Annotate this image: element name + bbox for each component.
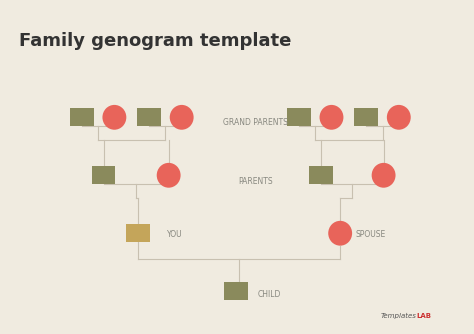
Text: GRAND PARENTS: GRAND PARENTS [223,118,288,127]
Text: Templates: Templates [380,313,416,319]
Text: PARENTS: PARENTS [238,177,273,186]
FancyBboxPatch shape [137,108,161,127]
Text: YOU: YOU [166,230,182,239]
Ellipse shape [328,221,352,246]
FancyBboxPatch shape [354,108,378,127]
FancyBboxPatch shape [70,108,94,127]
FancyBboxPatch shape [91,166,116,184]
Ellipse shape [319,105,344,130]
Text: CHILD: CHILD [258,290,281,299]
FancyBboxPatch shape [224,282,248,300]
Ellipse shape [157,163,181,188]
Ellipse shape [387,105,411,130]
Text: Family genogram template: Family genogram template [19,32,292,50]
FancyBboxPatch shape [287,108,311,127]
FancyBboxPatch shape [127,224,150,242]
Ellipse shape [170,105,193,130]
Ellipse shape [102,105,127,130]
Text: LAB: LAB [416,313,431,319]
Ellipse shape [372,163,395,188]
FancyBboxPatch shape [309,166,333,184]
Text: SPOUSE: SPOUSE [356,230,386,239]
